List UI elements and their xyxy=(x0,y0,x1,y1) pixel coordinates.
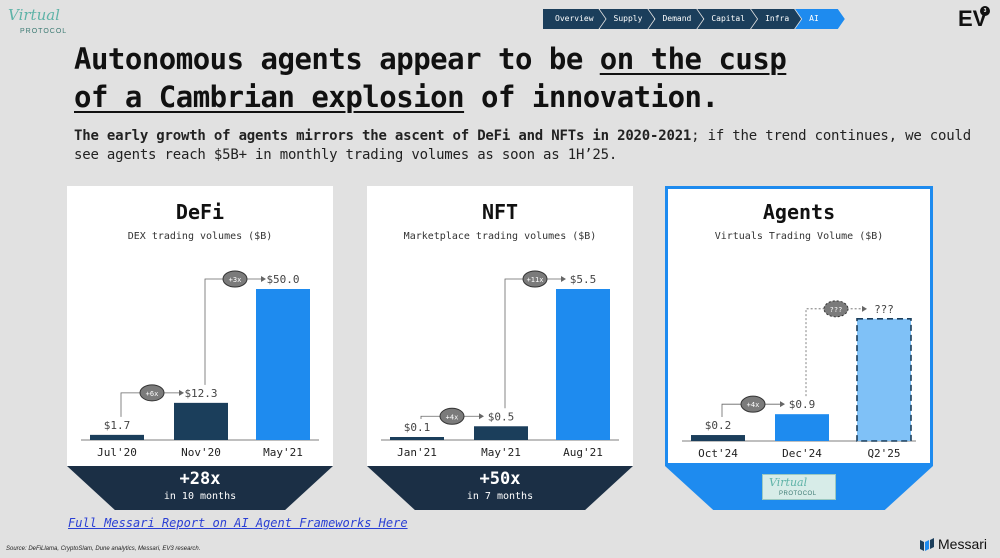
defi-card-subtitle: DEX trading volumes ($B) xyxy=(127,231,273,242)
defi-card-title: DeFi xyxy=(175,200,225,224)
source-note: Source: DeFiLlama, CryptoSlam, Dune anal… xyxy=(6,546,201,552)
defi-chart: $1.7 Jul'20 $12.3 Nov'20 $50.0 May'21 +6x +3x xyxy=(81,270,319,459)
nft-card-title: NFT xyxy=(481,200,519,224)
x-tick-label: Nov'20 xyxy=(181,446,221,459)
agents-card: $0.2 Oct'24 $0.9 Dec'24??? Q2'25 +4x??? Agent… xyxy=(665,186,933,466)
bar-value-label: $5.5 xyxy=(570,273,597,286)
nft-chart: $0.1 Jan'21 $0.5 May'21 $5.5 Aug'21 +4x +11x xyxy=(381,270,619,459)
arrow-head xyxy=(479,413,484,420)
bar-value-label: $1.7 xyxy=(104,419,131,432)
arrow-head xyxy=(780,401,785,408)
ev3-logo: EV 3 xyxy=(958,6,990,32)
ev3-logo-badge: 3 xyxy=(980,6,990,16)
growth-multiplier-label: +4x xyxy=(747,401,760,409)
x-tick-label: Dec'24 xyxy=(782,447,822,460)
nav-demand[interactable]: Demand xyxy=(648,9,703,29)
bar xyxy=(256,289,310,440)
nft-growth-period: in 7 months xyxy=(466,491,534,502)
section-nav: Overview Supply Demand Capital Infra AI xyxy=(543,9,839,29)
nft-growth-value: +50x xyxy=(479,469,521,489)
messari-logo: Messari xyxy=(920,536,987,552)
defi-growth-period: in 10 months xyxy=(163,491,237,502)
messari-text: Messari xyxy=(938,536,988,552)
growth-connector xyxy=(204,278,261,385)
arrow-head xyxy=(862,305,867,312)
defi-growth-value: +28x xyxy=(179,469,221,489)
x-tick-label: Jul'20 xyxy=(97,446,137,459)
growth-connector xyxy=(805,308,862,397)
bar xyxy=(174,402,228,440)
x-tick-label: Aug'21 xyxy=(563,446,603,459)
growth-multiplier-badge xyxy=(139,384,165,402)
subtitle-bold: The early growth of agents mirrors the a… xyxy=(74,128,692,144)
bar-value-label: $12.3 xyxy=(184,387,217,400)
bar-projected xyxy=(856,318,912,442)
arrow-head xyxy=(261,276,266,282)
subtitle-rest: ; if the trend continues, we could see a… xyxy=(74,128,971,163)
x-tick-label: Oct'24 xyxy=(698,447,738,460)
bar-value-label: $0.9 xyxy=(789,398,816,411)
growth-multiplier-badge xyxy=(823,300,849,318)
bar-value-label: $0.5 xyxy=(488,410,515,423)
full-report-link[interactable]: Full Messari Report on AI Agent Framewor… xyxy=(68,516,408,530)
bar-value-label: $50.0 xyxy=(266,273,299,286)
mini-logo-sub: PROTOCOL xyxy=(779,491,817,497)
bar xyxy=(474,426,528,440)
title-part1: Autonomous agents appear to be xyxy=(74,42,600,76)
nav-ai[interactable]: AI xyxy=(795,9,845,29)
x-tick-label: Jan'21 xyxy=(397,446,437,459)
growth-multiplier-label: ??? xyxy=(830,306,843,314)
nav-infra[interactable]: Infra xyxy=(751,9,801,29)
growth-multiplier-label: +11x xyxy=(527,276,544,284)
bar-value-label: ??? xyxy=(874,303,894,316)
x-tick-label: May'21 xyxy=(481,446,521,459)
nav-supply[interactable]: Supply xyxy=(600,9,655,29)
messari-mark-icon xyxy=(920,538,934,551)
title-underline1: on the cusp xyxy=(599,42,787,76)
virtual-protocol-logo: Virtual PROTOCOL xyxy=(8,6,88,36)
arrow-head xyxy=(179,389,184,396)
bar xyxy=(775,414,829,441)
nav-capital[interactable]: Capital xyxy=(697,9,757,29)
logo-script: Virtual xyxy=(8,6,60,24)
growth-multiplier-label: +4x xyxy=(446,413,459,421)
x-tick-label: May'21 xyxy=(263,446,303,459)
title-underline2: of a Cambrian explosion xyxy=(74,80,465,114)
agents-growth-banner: Virtual PROTOCOL xyxy=(665,466,933,510)
agents-card-subtitle: Virtuals Trading Volume ($B) xyxy=(714,231,884,242)
growth-multiplier-badge xyxy=(522,270,548,288)
title-part2: of innovation. xyxy=(464,80,719,114)
mini-logo-script: Virtual xyxy=(769,476,808,489)
logo-sub: PROTOCOL xyxy=(20,28,68,35)
agents-chart: $0.2 Oct'24 $0.9 Dec'24??? Q2'25 +4x??? xyxy=(682,300,916,460)
nft-card: $0.1 Jan'21 $0.5 May'21 $5.5 Aug'21 +4x +11x NF… xyxy=(367,186,633,466)
nft-card-subtitle: Marketplace trading volumes ($B) xyxy=(403,231,597,242)
bar xyxy=(390,437,444,440)
agents-card-title: Agents xyxy=(762,200,836,224)
growth-connector xyxy=(504,278,561,409)
bar xyxy=(90,434,144,440)
bar xyxy=(556,289,610,440)
growth-multiplier-label: +6x xyxy=(146,390,159,398)
growth-multiplier-badge xyxy=(740,395,766,413)
page-subtitle: The early growth of agents mirrors the a… xyxy=(74,127,974,165)
growth-multiplier-badge xyxy=(439,407,465,425)
nft-growth-banner: +50x in 7 months xyxy=(367,466,633,510)
bar-value-label: $0.2 xyxy=(705,419,732,432)
bar xyxy=(691,435,745,441)
growth-multiplier-badge xyxy=(222,270,248,288)
virtual-protocol-mini-logo: Virtual PROTOCOL xyxy=(762,474,836,500)
arrow-head xyxy=(561,276,566,282)
growth-multiplier-label: +3x xyxy=(229,276,242,284)
bar-value-label: $0.1 xyxy=(404,421,431,434)
defi-card: $1.7 Jul'20 $12.3 Nov'20 $50.0 May'21 +6x +3x D… xyxy=(67,186,333,466)
defi-growth-banner: +28x in 10 months xyxy=(67,466,333,510)
nav-overview[interactable]: Overview xyxy=(543,9,606,29)
page-title: Autonomous agents appear to be on the cu… xyxy=(74,40,954,116)
x-tick-label: Q2'25 xyxy=(867,447,900,460)
